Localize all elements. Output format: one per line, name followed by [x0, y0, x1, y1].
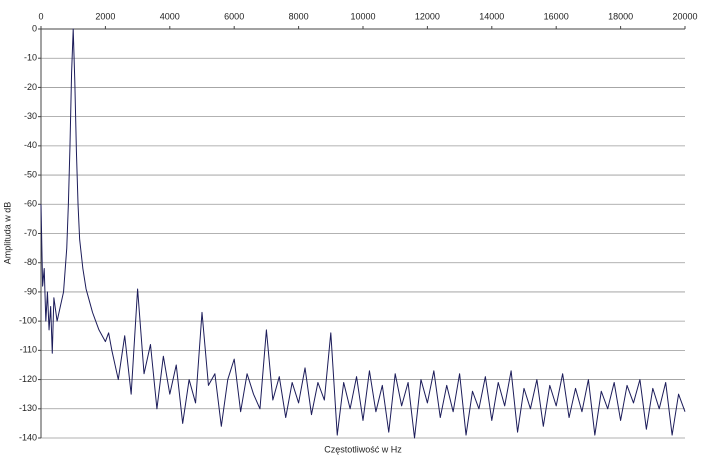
y-tick-label: -120	[19, 374, 37, 384]
y-tick-label: -40	[24, 140, 37, 150]
y-tick-label: -30	[24, 111, 37, 121]
y-tick-label: -140	[19, 432, 37, 442]
x-axis-label: Częstotliwość w Hz	[324, 444, 402, 454]
y-axis-label: Amplituda w dB	[2, 202, 12, 265]
y-tick-label: -20	[24, 82, 37, 92]
x-tick-label: 4000	[160, 11, 180, 21]
y-tick-label: -50	[24, 169, 37, 179]
y-tick-label: -70	[24, 228, 37, 238]
y-tick-label: -110	[20, 345, 37, 355]
x-tick-label: 14000	[479, 11, 504, 21]
y-tick-label: -90	[24, 286, 37, 296]
y-tick-label: 0	[32, 23, 37, 33]
x-tick-label: 8000	[289, 11, 309, 21]
y-tick-label: -100	[19, 316, 37, 326]
x-tick-label: 2000	[95, 11, 115, 21]
x-tick-label: 20000	[672, 11, 697, 21]
spectrum-line	[40, 28, 686, 439]
x-tick-label: 18000	[608, 11, 633, 21]
x-tick-label: 6000	[224, 11, 244, 21]
y-tick-label: -80	[24, 257, 37, 267]
x-tick-label: 12000	[415, 11, 440, 21]
x-tick-label: 10000	[350, 11, 375, 21]
x-tick-label: 0	[38, 11, 43, 21]
y-tick-label: -60	[24, 199, 37, 209]
x-tick-label: 16000	[544, 11, 569, 21]
y-tick-label: -130	[19, 403, 37, 413]
y-tick-label: -10	[24, 53, 37, 63]
